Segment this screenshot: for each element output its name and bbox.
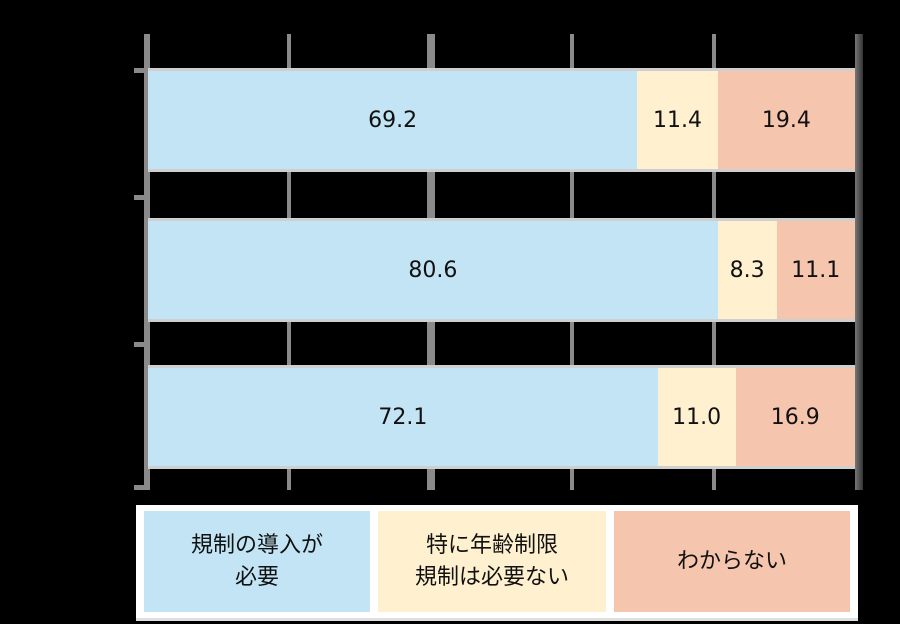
legend-item-not-needed: 特に年齢制限 規制は必要ない	[378, 511, 606, 612]
bar-segment-required: 80.6	[148, 221, 718, 319]
legend: 規制の導入が 必要 特に年齢制限 規制は必要ない わからない	[136, 505, 858, 621]
legend-item-required: 規制の導入が 必要	[144, 511, 370, 612]
bar-segment-unknown: 11.1	[776, 221, 855, 319]
y-axis-tick	[134, 68, 148, 73]
bar-row-3: 72.1 11.0 16.9	[148, 365, 855, 469]
bar-segment-required: 72.1	[148, 368, 658, 466]
plot-area: 69.2 11.4 19.4 80.6 8.3 11.1 72.1 11.0 1…	[134, 34, 863, 490]
bar-row-1: 69.2 11.4 19.4	[148, 68, 855, 172]
y-axis-tick	[134, 342, 148, 347]
y-axis-tick	[134, 195, 148, 200]
gridline-100	[855, 34, 863, 490]
bar-segment-required: 69.2	[148, 71, 638, 169]
bar-segment-not-needed: 11.0	[657, 368, 736, 466]
legend-item-unknown: わからない	[614, 511, 850, 612]
bar-segment-not-needed: 8.3	[717, 221, 777, 319]
bar-segment-unknown: 16.9	[735, 368, 855, 466]
bar-segment-unknown: 19.4	[717, 71, 855, 169]
bar-segment-not-needed: 11.4	[637, 71, 718, 169]
y-axis	[144, 34, 150, 490]
y-axis-tick	[134, 485, 148, 490]
bar-row-2: 80.6 8.3 11.1	[148, 218, 855, 322]
